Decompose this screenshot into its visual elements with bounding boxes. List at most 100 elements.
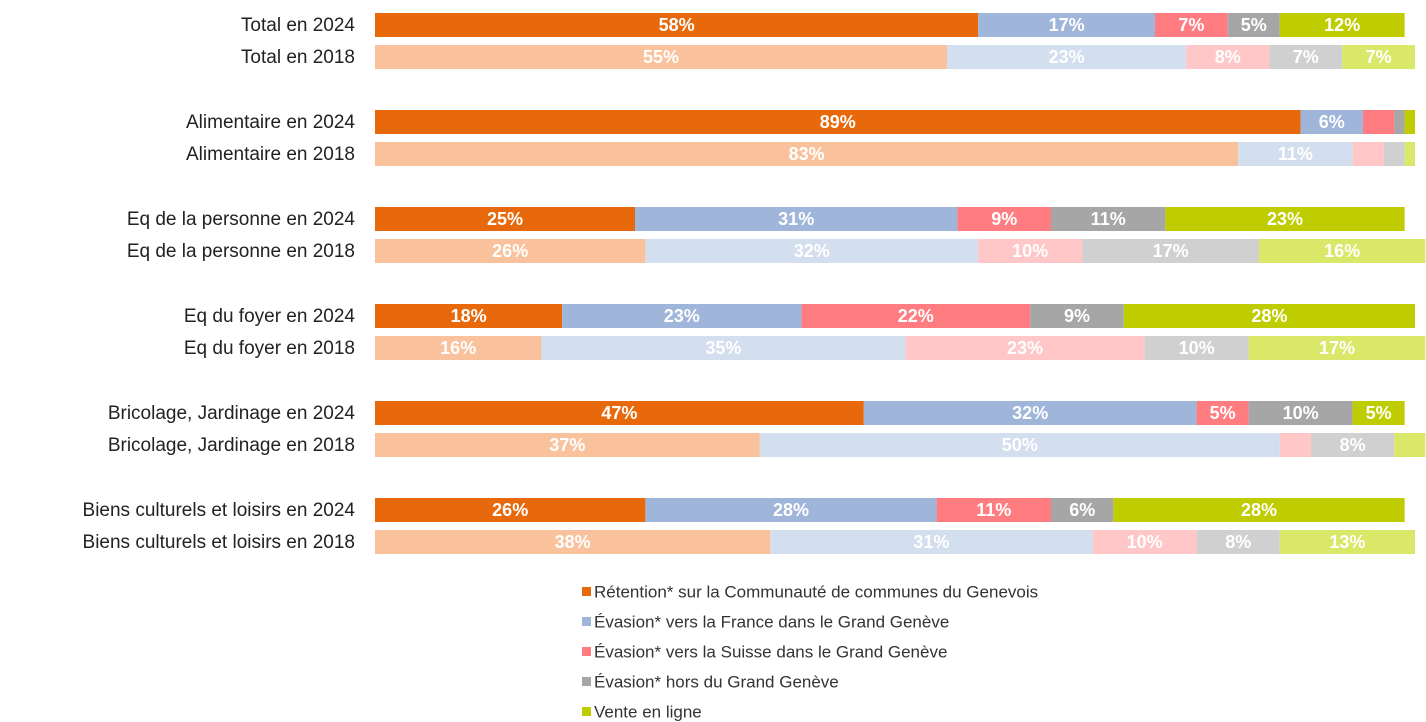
bar-segment	[375, 401, 864, 425]
data-label: 28%	[1241, 500, 1277, 520]
bar-segment	[1394, 433, 1426, 457]
bar-segment	[375, 530, 771, 554]
bar-segment	[1196, 530, 1280, 554]
bar-segment	[1352, 401, 1405, 425]
bar-segment	[375, 110, 1301, 134]
data-label: 7%	[1178, 15, 1204, 35]
bar-segment	[1238, 142, 1353, 166]
bar-segment	[1259, 239, 1426, 263]
data-label: 31%	[778, 209, 814, 229]
bar-segment	[1404, 142, 1415, 166]
bar-segment	[1342, 45, 1415, 69]
data-label: 11%	[1278, 144, 1313, 164]
bar-segment	[1113, 498, 1405, 522]
bar-segment	[375, 336, 542, 360]
data-label: 23%	[1007, 338, 1043, 358]
bar-segment	[1196, 401, 1249, 425]
bar-segment	[1363, 110, 1395, 134]
data-label: 83%	[789, 144, 825, 164]
data-label: 9%	[991, 209, 1017, 229]
bar-segment	[1248, 336, 1426, 360]
data-label: 89%	[820, 112, 856, 132]
bar-segment	[1269, 45, 1343, 69]
bar-segment	[957, 207, 1051, 231]
data-label: 13%	[1329, 532, 1365, 552]
bar-segment	[635, 207, 958, 231]
data-label: 10%	[1283, 403, 1319, 423]
data-label: 9%	[1064, 306, 1090, 326]
bar-segment	[801, 304, 1031, 328]
bar-segment	[947, 45, 1187, 69]
legend-swatch	[582, 647, 591, 656]
bar-segment	[1186, 45, 1270, 69]
legend-swatch	[582, 617, 591, 626]
bar-segment	[375, 304, 563, 328]
bar-segment	[1279, 433, 1311, 457]
bar-segment	[375, 142, 1239, 166]
data-label: 37%	[549, 435, 585, 455]
bar-segment	[1051, 207, 1166, 231]
data-label: 31%	[913, 532, 949, 552]
legend-swatch	[582, 677, 591, 686]
data-label: 11%	[1091, 209, 1126, 229]
data-label: 5%	[1366, 403, 1392, 423]
bar-segment	[1144, 336, 1249, 360]
legend-label: Évasion* vers la France dans le Grand Ge…	[594, 612, 949, 631]
data-label: 32%	[1012, 403, 1048, 423]
data-label: 17%	[1049, 15, 1085, 35]
bar-segment	[1300, 110, 1363, 134]
data-label: 11%	[976, 500, 1011, 520]
data-label: 8%	[1225, 532, 1251, 552]
bar-segment	[1092, 530, 1197, 554]
bar-segment	[1279, 530, 1415, 554]
data-label: 10%	[1012, 241, 1048, 261]
bar-segment	[1383, 142, 1405, 166]
data-label: 28%	[1251, 306, 1287, 326]
legend-label: Évasion* vers la Suisse dans le Grand Ge…	[594, 642, 947, 661]
data-label: 8%	[1340, 435, 1366, 455]
y-tick-label: Eq du foyer en 2018	[184, 338, 355, 359]
legend-label: Vente en ligne	[594, 702, 702, 721]
data-label: 7%	[1366, 47, 1392, 67]
legend-label: Évasion* hors du Grand Genève	[594, 672, 839, 691]
data-label: 28%	[773, 500, 809, 520]
bar-segment	[375, 13, 979, 37]
data-label: 16%	[1324, 241, 1360, 261]
data-label: 7%	[1293, 47, 1319, 67]
bar-segment	[375, 433, 760, 457]
bar-segment	[645, 239, 979, 263]
legend-swatch	[582, 587, 591, 596]
bar-segment	[1311, 433, 1395, 457]
bar-segment	[1123, 304, 1415, 328]
y-tick-label: Bricolage, Jardinage en 2024	[108, 403, 356, 424]
bar-segment	[936, 498, 1051, 522]
bar-segment	[541, 336, 906, 360]
data-label: 26%	[492, 241, 528, 261]
bar-segment	[759, 433, 1280, 457]
y-tick-label: Biens culturels et loisirs en 2018	[83, 532, 355, 553]
data-label: 17%	[1153, 241, 1189, 261]
data-label: 26%	[492, 500, 528, 520]
bar-segment	[978, 239, 1083, 263]
data-label: 47%	[601, 403, 637, 423]
y-tick-label: Alimentaire en 2024	[186, 112, 355, 133]
bar-segment	[770, 530, 1093, 554]
data-label: 10%	[1179, 338, 1215, 358]
data-label: 6%	[1319, 112, 1345, 132]
data-label: 32%	[794, 241, 830, 261]
bar-segment	[1155, 13, 1228, 37]
data-label: 58%	[659, 15, 695, 35]
data-label: 25%	[487, 209, 523, 229]
data-label: 35%	[705, 338, 741, 358]
bar-segment	[375, 207, 635, 231]
data-label: 17%	[1319, 338, 1355, 358]
y-tick-label: Total en 2018	[241, 47, 355, 68]
bar-segment	[1248, 401, 1353, 425]
bar-segment	[863, 401, 1197, 425]
data-label: 55%	[643, 47, 679, 67]
y-tick-label: Eq de la personne en 2018	[127, 241, 355, 262]
bar-segment	[1082, 239, 1259, 263]
bar-segment	[1051, 498, 1114, 522]
legend-label: Rétention* sur la Communauté de communes…	[594, 582, 1038, 601]
